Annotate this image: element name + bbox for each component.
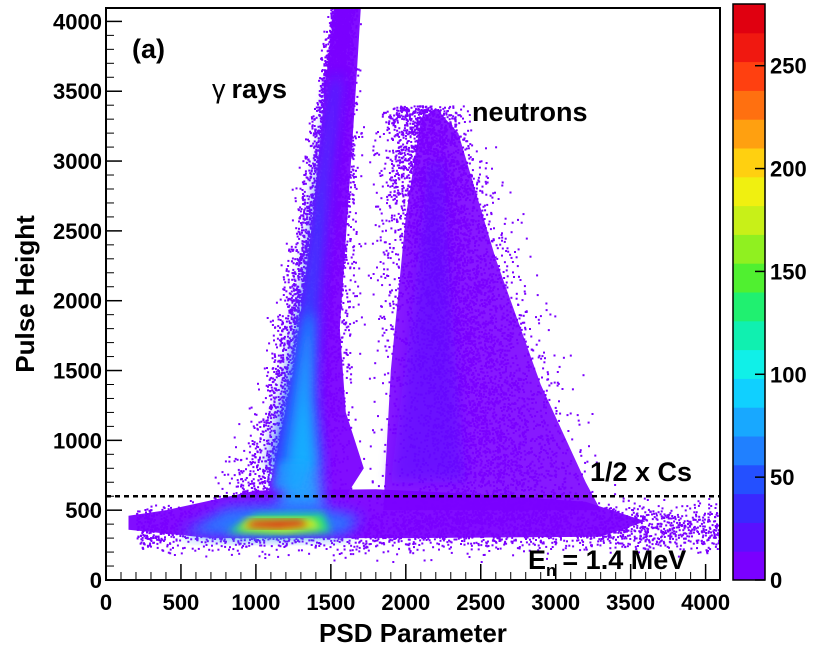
y-tick-label: 2500 [53, 219, 102, 244]
heatmap-density [128, 8, 720, 563]
x-tick-label: 2500 [456, 590, 505, 615]
x-tick-label: 4000 [681, 590, 730, 615]
y-tick-label: 1000 [53, 428, 102, 453]
gamma-symbol: γ [212, 74, 226, 104]
colorbar-ticks: 0 50 100 150 200 250 [755, 54, 807, 593]
energy-subscript: n [546, 561, 556, 580]
x-tick-label: 500 [163, 590, 200, 615]
y-axis-title: Pulse Height [10, 215, 40, 373]
colorbar-segment [733, 407, 765, 437]
colorbar-segment [733, 32, 765, 63]
x-tick-label: 1000 [231, 590, 280, 615]
colorbar-segment [733, 493, 765, 523]
colorbar-segment [733, 522, 765, 552]
colorbar-segment [733, 205, 765, 235]
x-tick-label: 3500 [606, 590, 655, 615]
colorbar-tick-label: 50 [770, 465, 794, 490]
colorbar-frame [732, 3, 766, 581]
colorbar-segment [733, 464, 765, 495]
x-tick-label: 1500 [306, 590, 355, 615]
x-tick-label: 3000 [531, 590, 580, 615]
colorbar-segment [733, 4, 765, 34]
y-tick-label: 2000 [53, 289, 102, 314]
colorbar-segment [733, 176, 765, 207]
colorbar-segment [733, 61, 765, 91]
colorbar-segment [733, 378, 765, 408]
y-tick-label: 4000 [53, 9, 102, 34]
x-axis: 0 500 1000 1500 2000 2500 3000 3500 4000 [100, 564, 730, 615]
y-tick-label: 0 [90, 568, 102, 593]
y-tick-label: 500 [65, 498, 102, 523]
colorbar-segment [733, 90, 765, 120]
gamma-rays-word: rays [232, 74, 288, 104]
x-tick-label: 0 [100, 590, 112, 615]
colorbar-segment [733, 119, 765, 149]
colorbar-segment [733, 292, 765, 322]
plot-frame [105, 7, 721, 581]
y-tick-label: 1500 [53, 359, 102, 384]
y-tick-label: 3000 [53, 149, 102, 174]
colorbar-segment [733, 436, 765, 466]
colorbar-tick-label: 200 [770, 157, 807, 182]
panel-label: (a) [132, 34, 165, 64]
colorbar-segment [733, 320, 765, 351]
colorbar [733, 4, 765, 581]
energy-label: En = 1.4 MeV [528, 545, 686, 580]
threshold-label: 1/2 x Cs [590, 457, 692, 487]
colorbar-segment [733, 263, 765, 293]
x-tick-label: 2000 [381, 590, 430, 615]
colorbar-tick-label: 150 [770, 259, 807, 284]
colorbar-tick-label: 100 [770, 362, 807, 387]
colorbar-segment [733, 148, 765, 178]
x-axis-title: PSD Parameter [319, 618, 507, 648]
y-axis: 0 500 1000 1500 2000 2500 3000 3500 4000 [53, 9, 122, 593]
energy-symbol: E [528, 545, 546, 575]
colorbar-segment [733, 234, 765, 264]
colorbar-tick-label: 250 [770, 54, 807, 79]
colorbar-tick-label: 0 [770, 568, 782, 593]
energy-value: = 1.4 MeV [562, 545, 686, 575]
colorbar-segment [733, 551, 765, 581]
neutrons-label: neutrons [472, 97, 588, 127]
gamma-rays-label: γ rays [212, 74, 287, 104]
y-tick-label: 3500 [53, 79, 102, 104]
